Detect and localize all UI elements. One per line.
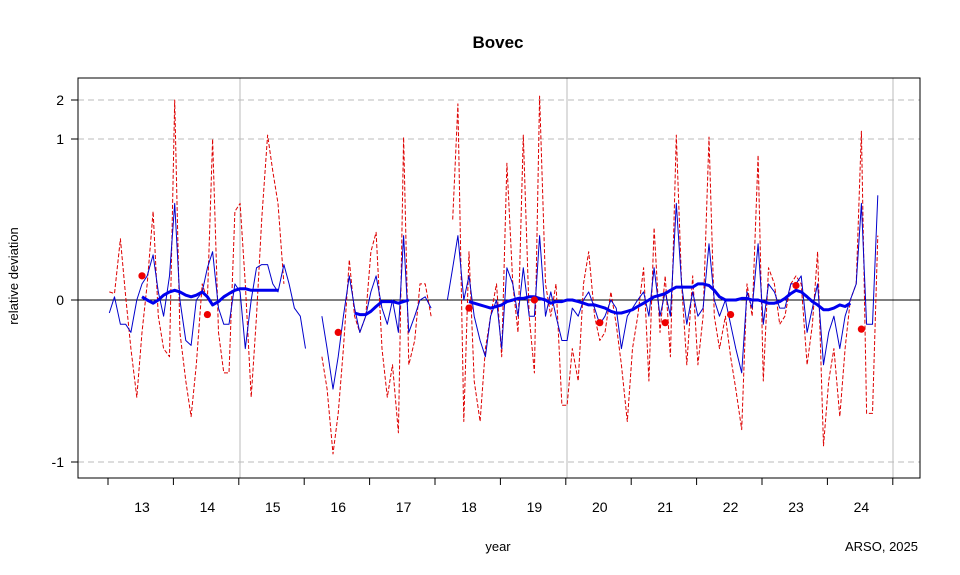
annual-point xyxy=(857,325,866,333)
x-tick-label: 19 xyxy=(527,499,543,515)
grid-layer xyxy=(78,78,920,478)
credit-label: ARSO, 2025 xyxy=(845,539,918,554)
axis-layer: 210-113 14 15 16 17 18 19 20 21 22 23 24 xyxy=(52,92,894,515)
x-tick-label: 20 xyxy=(592,499,608,515)
seasonal-line xyxy=(446,195,879,374)
smooth-line xyxy=(468,282,852,315)
y-tick-label: -1 xyxy=(52,454,65,470)
smooth-line xyxy=(141,287,278,307)
seasonal-line xyxy=(321,235,432,390)
series-layer xyxy=(108,95,879,455)
x-axis-label: year xyxy=(485,539,511,554)
annual-point xyxy=(530,296,539,304)
annual-point xyxy=(465,304,473,312)
x-tick-label: 18 xyxy=(461,499,477,515)
annual-point xyxy=(727,310,735,319)
chart-title: Bovec xyxy=(472,33,523,52)
x-tick-label: 22 xyxy=(723,499,739,515)
annual-point xyxy=(334,328,342,336)
x-tick-label: 24 xyxy=(854,499,870,515)
y-tick-label: 2 xyxy=(56,92,64,108)
y-tick-label: 1 xyxy=(56,131,64,147)
x-tick-label: 21 xyxy=(657,499,673,515)
x-tick-label: 23 xyxy=(788,499,804,515)
plot-frame xyxy=(77,77,921,479)
y-axis-label: relative deviation xyxy=(6,227,21,325)
annual-point xyxy=(596,319,604,327)
y-tick-label: 0 xyxy=(56,292,64,308)
x-tick-label: 13 xyxy=(134,499,150,515)
annual-point xyxy=(661,319,669,327)
x-tick-label: 16 xyxy=(330,499,346,515)
x-tick-label: 17 xyxy=(396,499,412,515)
monthly-line xyxy=(452,95,879,447)
seasonal-line xyxy=(108,202,306,350)
annual-point xyxy=(203,310,211,319)
monthly-line xyxy=(109,99,285,418)
annual-point xyxy=(138,272,146,280)
smooth-line xyxy=(354,298,410,317)
x-tick-label: 15 xyxy=(265,499,281,515)
x-tick-label: 14 xyxy=(200,499,216,515)
annual-point xyxy=(792,281,800,290)
monthly-line xyxy=(321,136,432,455)
